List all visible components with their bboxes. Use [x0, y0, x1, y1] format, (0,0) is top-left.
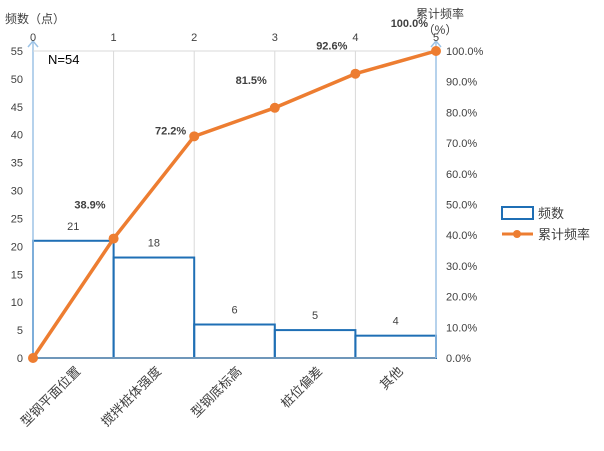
- right-axis-title-line1: 累计频率: [416, 6, 464, 21]
- top-tick-label: 5: [433, 32, 439, 44]
- cumulative-label: 72.2%: [155, 125, 186, 137]
- top-tick-label: 4: [352, 32, 358, 44]
- cumulative-point: [28, 353, 38, 363]
- right-tick-label: 90.0%: [446, 77, 477, 89]
- cumulative-point: [108, 233, 119, 244]
- cumulative-label: 38.9%: [74, 200, 105, 212]
- category-label: 型钢平面位置: [18, 364, 84, 430]
- top-tick-label: 1: [111, 32, 117, 44]
- legend-line-label: 累计频率: [538, 227, 590, 242]
- legend-bar-swatch: [501, 206, 534, 220]
- category-label: 桩位偏差: [278, 364, 325, 411]
- left-tick-label: 55: [11, 46, 23, 58]
- bar-value-label: 5: [312, 310, 318, 322]
- left-tick-label: 20: [11, 241, 23, 253]
- bar: [354, 334, 437, 360]
- cumulative-label: 81.5%: [236, 75, 267, 87]
- bar-value-label: 4: [393, 316, 399, 328]
- right-tick-label: 10.0%: [446, 322, 477, 334]
- right-axis-arrow: [430, 39, 442, 48]
- cumulative-point: [269, 102, 280, 113]
- right-tick-label: 0.0%: [446, 353, 471, 365]
- left-tick-label: 25: [11, 213, 23, 225]
- top-tick-label: 3: [272, 32, 278, 44]
- cumulative-line-group: [28, 46, 441, 363]
- left-tick-label: 5: [17, 325, 23, 337]
- bar-value-label: 6: [231, 305, 237, 317]
- right-tick-label: 100.0%: [446, 46, 484, 58]
- right-tick-label: 80.0%: [446, 107, 477, 119]
- right-tick-label: 20.0%: [446, 292, 477, 304]
- left-axis-arrow: [27, 39, 39, 48]
- top-tick-label: 2: [191, 32, 197, 44]
- cumulative-point: [431, 46, 441, 56]
- right-tick-label: 30.0%: [446, 261, 477, 273]
- right-axis-title-line2: （%）: [423, 23, 458, 37]
- top-tick-label: 0: [30, 32, 36, 44]
- right-tick-label: 60.0%: [446, 169, 477, 181]
- left-tick-label: 40: [11, 130, 23, 142]
- category-label: 型钢底标高: [188, 364, 245, 421]
- right-tick-label: 50.0%: [446, 200, 477, 212]
- left-tick-label: 50: [11, 74, 23, 86]
- bar: [273, 329, 357, 360]
- left-tick-label: 35: [11, 158, 23, 170]
- left-tick-label: 15: [11, 269, 23, 281]
- left-axis-title: 频数（点）: [5, 11, 65, 26]
- cumulative-point: [350, 68, 361, 79]
- bar-value-label: 21: [67, 221, 79, 233]
- left-tick-label: 45: [11, 102, 23, 114]
- left-tick-label: 0: [17, 353, 23, 365]
- legend-line-marker: [513, 230, 521, 238]
- bars-group: [32, 239, 437, 360]
- legend-bar-label: 频数: [538, 206, 564, 221]
- cumulative-line: [31, 49, 437, 359]
- cumulative-point: [189, 131, 200, 142]
- right-tick-label: 70.0%: [446, 138, 477, 150]
- bar: [193, 323, 276, 360]
- legend: 频数 累计频率: [501, 206, 590, 242]
- axes-group: [27, 39, 442, 359]
- category-label: 其他: [377, 364, 406, 393]
- cumulative-label: 100.0%: [391, 18, 429, 30]
- cumulative-label: 92.6%: [316, 41, 347, 53]
- left-tick-label: 10: [11, 297, 23, 309]
- category-label: 搅拌桩体强度: [98, 364, 164, 430]
- n-note: N=54: [48, 52, 79, 67]
- bar-value-label: 18: [148, 238, 160, 250]
- bar: [112, 256, 196, 360]
- right-tick-label: 40.0%: [446, 230, 477, 242]
- left-tick-label: 30: [11, 186, 23, 198]
